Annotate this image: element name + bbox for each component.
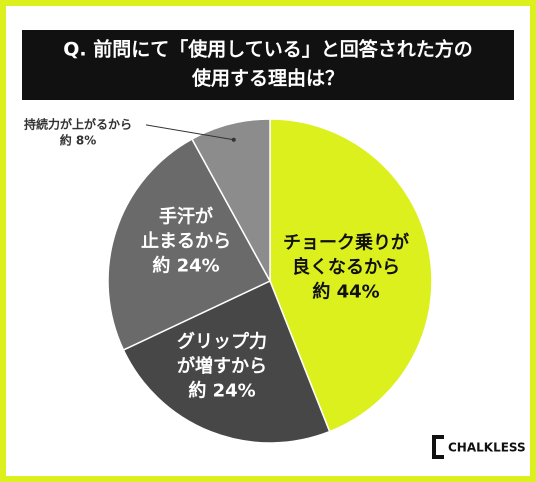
slice-label: 手汗が bbox=[159, 206, 213, 228]
pie-slice bbox=[269, 118, 433, 433]
slice-label: チョーク乗りが bbox=[283, 232, 409, 254]
value-label: 約 8% bbox=[60, 133, 97, 148]
brand: CHALKLESS bbox=[448, 441, 526, 455]
slice-label: 止まるから bbox=[141, 230, 231, 252]
chart-title: Q. 前問にて「使用している」と回答された方の bbox=[63, 38, 472, 61]
leader-dot bbox=[231, 137, 236, 142]
brand-logo: CHALKLESS bbox=[432, 435, 526, 459]
slice-label: が増すから bbox=[177, 355, 267, 377]
brand-icon bbox=[432, 435, 444, 459]
slice-label: グリップ力 bbox=[177, 331, 267, 353]
slice-label: 持続力が上がるから bbox=[24, 116, 132, 131]
value-label: 約 24% bbox=[188, 379, 255, 401]
value-label: 約 24% bbox=[152, 254, 219, 276]
chart-title: 使用する理由は？ bbox=[191, 67, 344, 90]
title-bar bbox=[22, 30, 514, 100]
leader-line bbox=[145, 124, 234, 141]
value-label: 約 44% bbox=[312, 280, 379, 302]
pie-slice bbox=[190, 118, 271, 282]
slice-label: 良くなるから bbox=[292, 256, 400, 278]
pie-slice bbox=[107, 138, 272, 351]
pie-slice bbox=[122, 279, 331, 444]
